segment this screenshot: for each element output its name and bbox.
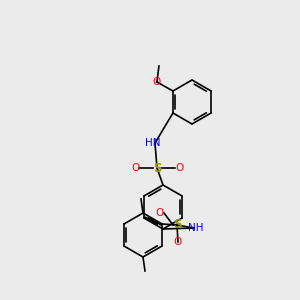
Text: HN: HN bbox=[145, 138, 161, 148]
Text: O: O bbox=[131, 163, 139, 173]
Text: O: O bbox=[174, 237, 182, 247]
Text: S: S bbox=[153, 161, 161, 175]
Text: O: O bbox=[175, 163, 183, 173]
Text: S: S bbox=[173, 218, 181, 232]
Text: O: O bbox=[153, 77, 161, 87]
Text: NH: NH bbox=[188, 223, 204, 233]
Text: O: O bbox=[156, 208, 164, 218]
